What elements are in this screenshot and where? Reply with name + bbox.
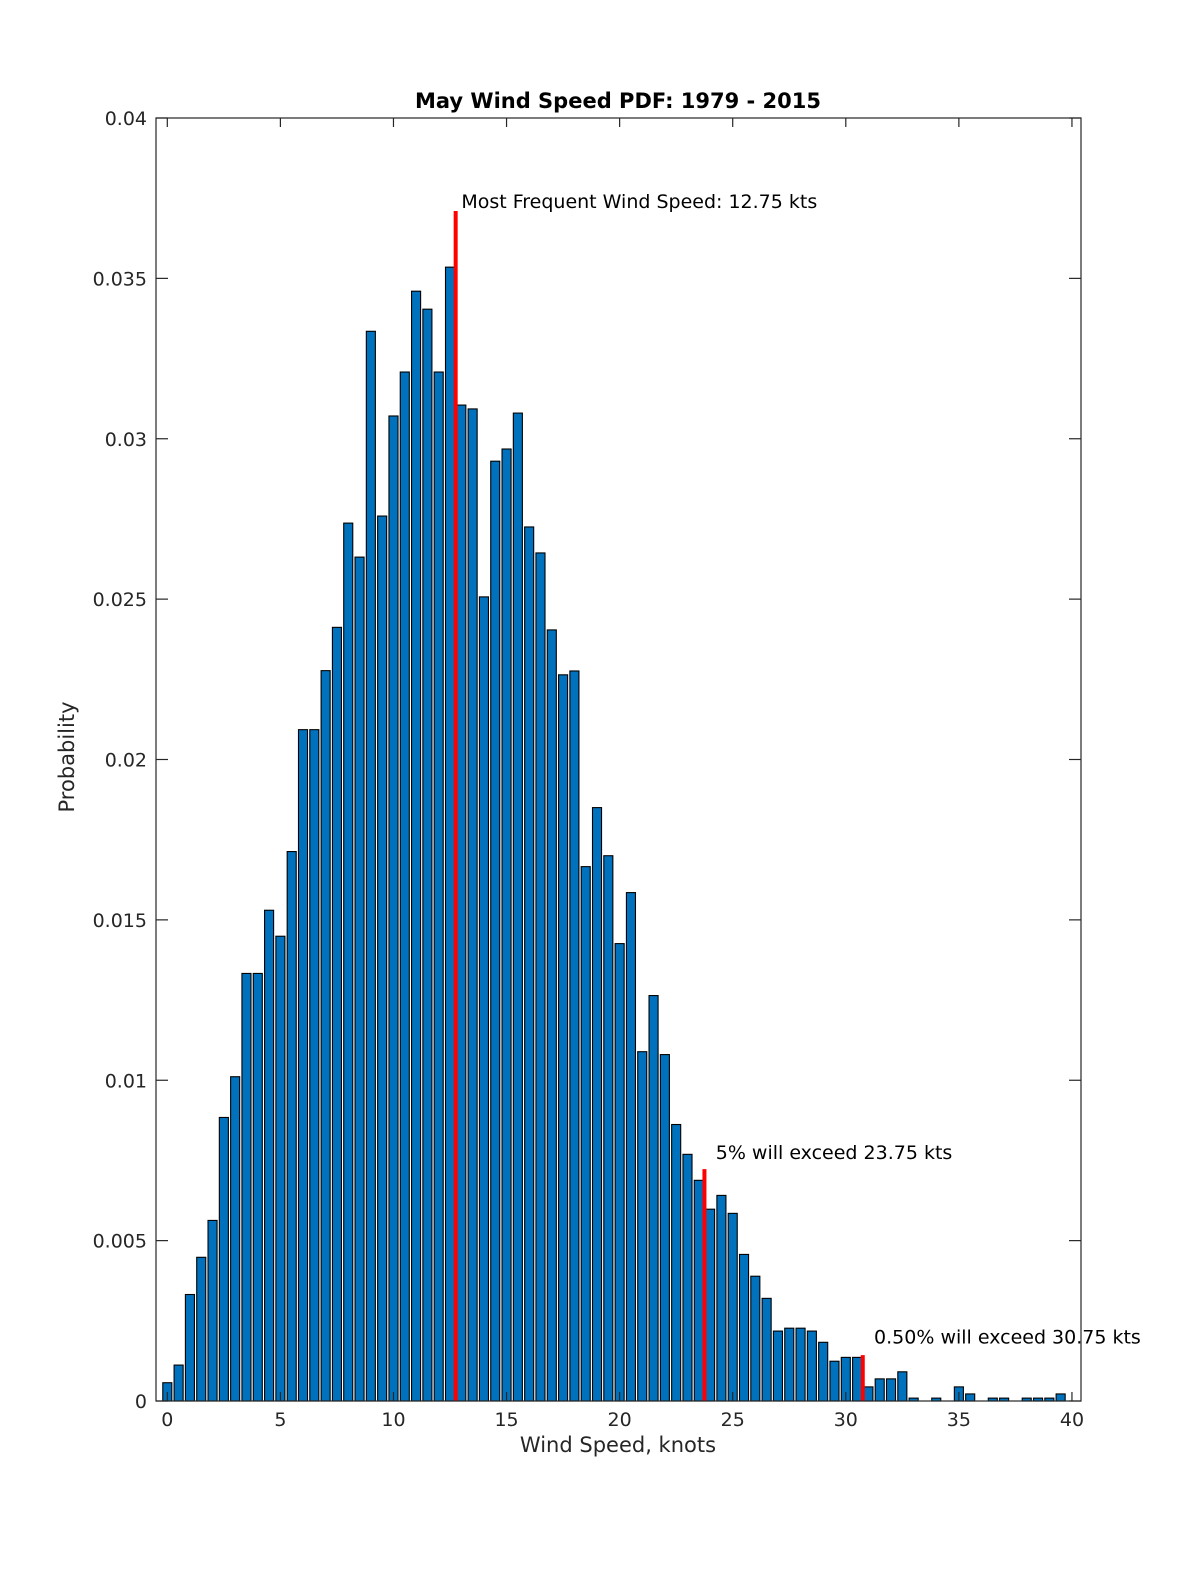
bar [433, 371, 444, 1402]
bar [897, 1371, 908, 1402]
bar [264, 909, 275, 1402]
bar [286, 851, 297, 1402]
bar [173, 1364, 184, 1402]
markers-group [453, 211, 865, 1401]
bar [784, 1327, 795, 1402]
bar [456, 404, 467, 1402]
bar [795, 1327, 806, 1402]
bar [614, 943, 625, 1402]
bar [377, 515, 388, 1402]
x-tick-label: 25 [721, 1409, 745, 1431]
x-tick-label: 5 [274, 1409, 286, 1431]
y-tick-label: 0.025 [93, 589, 147, 611]
bar [659, 1054, 670, 1402]
bar [218, 1116, 229, 1402]
bar [512, 412, 523, 1402]
bars-group [162, 266, 1066, 1402]
bar [965, 1393, 976, 1402]
bar [354, 556, 365, 1402]
bar [275, 935, 286, 1402]
y-tick-label: 0 [135, 1391, 147, 1413]
bar [874, 1378, 885, 1402]
x-tick-label: 30 [834, 1409, 858, 1431]
bar [885, 1378, 897, 1402]
bar [241, 972, 252, 1402]
annotations-group: Most Frequent Wind Speed: 12.75 kts 5% wi… [461, 191, 1141, 1348]
bar [705, 1208, 716, 1402]
bar [829, 1360, 840, 1402]
bar [637, 1051, 648, 1402]
bar [750, 1275, 761, 1402]
bar [501, 448, 512, 1402]
bar [399, 371, 410, 1402]
x-tick-label: 10 [381, 1409, 405, 1431]
bar [331, 626, 343, 1402]
x-tick-label: 15 [494, 1409, 518, 1431]
bar [388, 415, 399, 1402]
bar [365, 330, 376, 1402]
bar [444, 266, 456, 1402]
y-tick-label: 0.035 [93, 268, 147, 290]
x-ticks-group: 0 5 10 15 20 25 30 35 40 [161, 118, 1084, 1431]
bar [252, 972, 263, 1402]
bar [1055, 1393, 1066, 1402]
bar [693, 1179, 704, 1402]
x-tick-label: 35 [947, 1409, 971, 1431]
bar [320, 670, 331, 1402]
bar [490, 460, 501, 1402]
bar [671, 1123, 682, 1402]
x-tick-label: 0 [161, 1409, 173, 1431]
y-axis-label: Probability [55, 701, 79, 812]
x-axis-label: Wind Speed, knots [520, 1433, 716, 1457]
bar [196, 1256, 207, 1402]
bar [184, 1293, 195, 1402]
bar [467, 408, 478, 1402]
y-tick-label: 0.03 [105, 429, 147, 451]
bar [343, 522, 354, 1402]
bar [806, 1330, 817, 1402]
bar [411, 290, 422, 1402]
y-tick-label: 0.01 [105, 1070, 147, 1092]
y-ticks-group: 0 0.005 0.01 0.015 0.02 0.025 0.03 0.035 0.04 [93, 108, 1081, 1413]
y-tick-label: 0.02 [105, 750, 147, 772]
y-tick-label: 0.015 [93, 910, 147, 932]
bar [558, 674, 569, 1402]
bar [524, 526, 535, 1402]
bar [682, 1153, 693, 1402]
bar [852, 1356, 863, 1402]
bar [535, 552, 546, 1402]
bar [761, 1297, 772, 1402]
bar [422, 308, 433, 1402]
bar [625, 892, 637, 1402]
annotation-text: Most Frequent Wind Speed: 12.75 kts [461, 191, 817, 213]
bar [546, 629, 557, 1402]
bar [591, 807, 603, 1402]
bar [309, 729, 320, 1402]
bar [478, 596, 490, 1402]
bar [569, 670, 580, 1402]
annotation-text: 0.50% will exceed 30.75 kts [874, 1326, 1141, 1348]
chart-title: May Wind Speed PDF: 1979 - 2015 [415, 89, 821, 113]
bar [772, 1330, 784, 1402]
bar [727, 1212, 738, 1402]
bar [863, 1386, 874, 1402]
bar [818, 1341, 829, 1402]
y-tick-label: 0.005 [93, 1231, 147, 1253]
x-tick-label: 20 [608, 1409, 632, 1431]
annotation-text: 5% will exceed 23.75 kts [716, 1142, 953, 1164]
bar [580, 866, 591, 1402]
bar [297, 729, 309, 1402]
y-tick-label: 0.04 [105, 108, 147, 130]
bar [648, 995, 659, 1402]
bar [207, 1219, 218, 1402]
bar [738, 1253, 750, 1402]
bar [603, 855, 614, 1402]
bar [716, 1194, 727, 1402]
x-tick-label: 40 [1060, 1409, 1084, 1431]
bar [230, 1076, 241, 1402]
